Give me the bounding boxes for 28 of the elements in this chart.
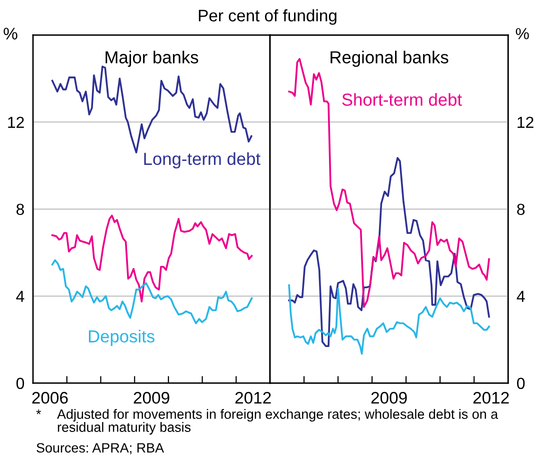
y-tick-label: 12: [8, 116, 24, 128]
x-tick-label: 2012: [473, 392, 509, 404]
line-series: [51, 66, 252, 154]
y2-axis-title: %: [516, 28, 529, 40]
text: Regional banks: [330, 50, 448, 67]
text: * Adjusted for movements in foreign exchange rates; wholesale debt is on a residual maturity basis: [36, 409, 498, 435]
source-note: Sources: APRA; RBA: [36, 443, 164, 454]
y2-tick-label: 0: [517, 378, 525, 390]
y-tick-label: 8: [16, 204, 24, 216]
y2-tick-label: 8: [517, 204, 525, 216]
y2-tick-label: 4: [516, 290, 525, 302]
line-series: [288, 157, 490, 348]
series-label: Short-term debt: [342, 93, 462, 106]
x-tick-label: 2012: [235, 392, 271, 404]
chart-subtitle: Per cent of funding: [198, 9, 336, 25]
series-label: Long-term debt: [144, 152, 260, 168]
x-tick-label: 2009: [371, 392, 407, 404]
line-series: [51, 259, 253, 324]
y2-tick-label: 12: [518, 116, 534, 128]
text: Major banks: [106, 50, 198, 67]
y-tick-label: 4: [16, 290, 24, 302]
x-tick-label: 2009: [134, 392, 170, 404]
y-axis-title: %: [4, 28, 18, 40]
x-tick-label: 2006: [32, 392, 68, 404]
series-label: Deposits: [88, 330, 154, 346]
line-series: [51, 214, 253, 302]
y-tick-label: 0: [16, 378, 24, 390]
line-series: [288, 284, 490, 355]
